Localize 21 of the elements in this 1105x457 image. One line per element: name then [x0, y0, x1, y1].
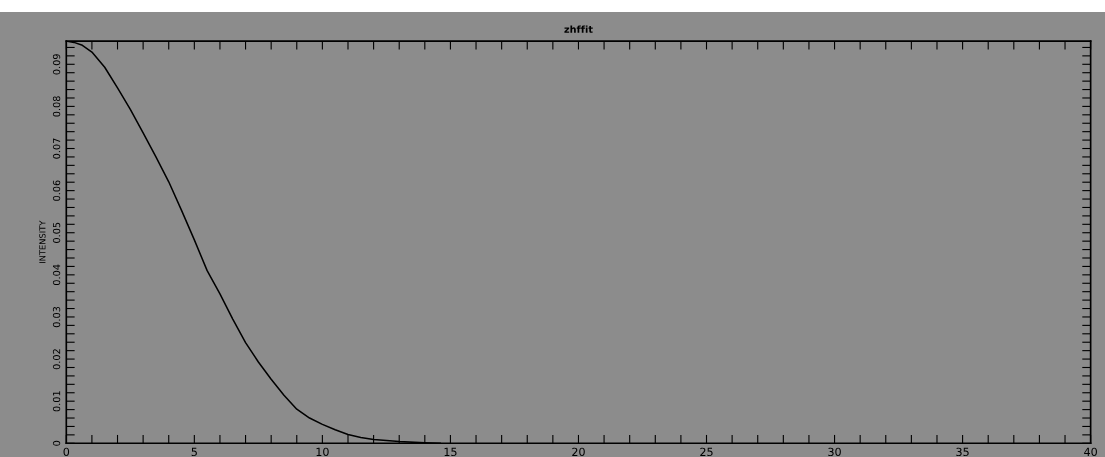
x-tick-label: 0	[63, 447, 70, 457]
y-axis-title: INTENSITY	[39, 220, 46, 263]
x-tick-label: 25	[700, 447, 713, 457]
y-tick-label: 0.08	[52, 96, 61, 117]
x-tick-label: 20	[572, 447, 585, 457]
x-tick-label: 10	[316, 447, 329, 457]
y-tick-label: 0.04	[52, 264, 61, 286]
y-tick-label: 0.09	[52, 54, 61, 75]
x-tick-label: 40	[1084, 447, 1097, 457]
y-tick-label: 0.02	[52, 349, 61, 370]
x-tick-label: 5	[191, 447, 197, 457]
y-tick-label: 0.03	[52, 306, 61, 328]
x-tick-label: 35	[956, 447, 969, 457]
chart-title: zhffit	[564, 25, 593, 33]
x-tick-label: 30	[828, 447, 841, 457]
y-tick-label: 0.07	[52, 138, 61, 159]
x-tick-label: 15	[444, 447, 457, 457]
y-tick-label: 0.01	[52, 391, 61, 412]
y-tick-label: 0.05	[52, 222, 61, 243]
y-tick-label: 0.06	[52, 180, 61, 201]
y-tick-label: 0	[52, 440, 61, 446]
